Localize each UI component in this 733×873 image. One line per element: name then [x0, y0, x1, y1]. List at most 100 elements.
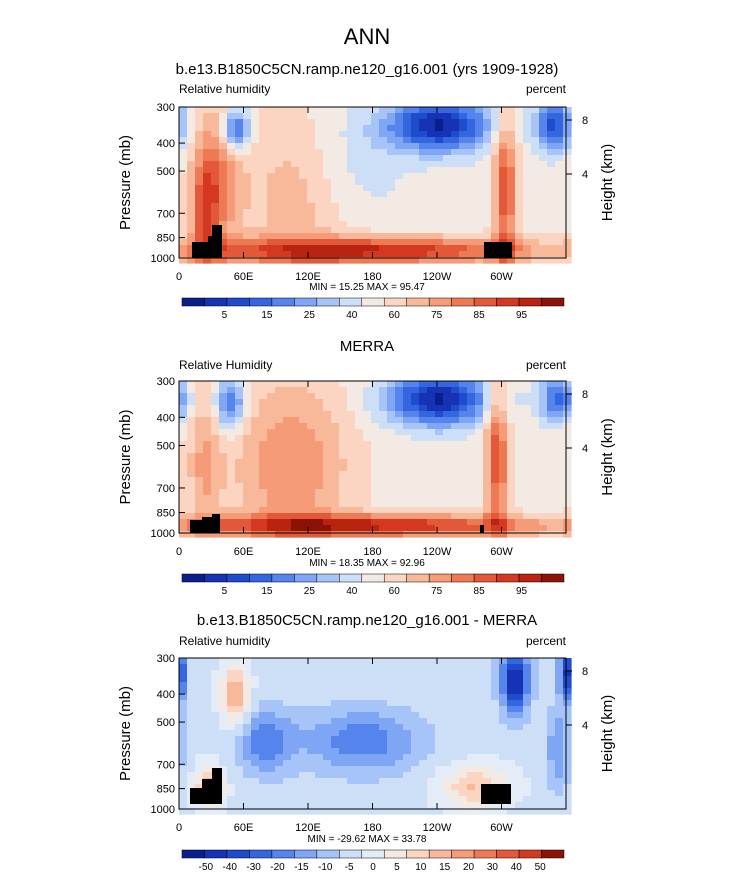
field-cell	[355, 766, 364, 773]
field-cell	[243, 700, 252, 707]
field-cell	[435, 778, 444, 785]
field-cell	[219, 227, 228, 234]
field-cell	[363, 658, 372, 665]
field-cell	[347, 471, 356, 478]
field-cell	[555, 694, 564, 701]
field-cell	[555, 233, 564, 240]
field-cell	[251, 393, 260, 400]
field-cell	[499, 161, 508, 168]
y-tick-label: 1000	[151, 804, 175, 816]
field-cell	[483, 471, 492, 478]
field-cell	[195, 209, 204, 216]
field-cell	[459, 221, 468, 228]
field-cell	[323, 245, 332, 252]
field-cell	[539, 688, 548, 695]
field-cell	[547, 221, 556, 228]
field-cell	[539, 742, 548, 749]
field-cell	[547, 465, 556, 472]
colorbar-swatch	[271, 849, 295, 859]
field-cell	[235, 531, 244, 538]
field-cell	[267, 477, 276, 484]
field-cell	[267, 465, 276, 472]
field-cell	[315, 712, 324, 719]
field-cell	[339, 399, 348, 406]
field-cell	[331, 125, 340, 132]
field-cell	[307, 718, 316, 725]
field-cell	[403, 453, 412, 460]
field-cell	[419, 405, 428, 412]
field-cell	[523, 197, 532, 204]
field-cell	[555, 712, 564, 719]
field-cell	[427, 221, 436, 228]
field-cell	[307, 131, 316, 138]
colorbar-swatch	[249, 849, 273, 859]
field-cell	[387, 682, 396, 689]
colorbar-swatch	[226, 849, 250, 859]
field-cell	[323, 453, 332, 460]
field-cell	[195, 435, 204, 442]
field-cell	[323, 417, 332, 424]
field-cell	[291, 459, 300, 466]
field-cell	[355, 167, 364, 174]
colorbar-swatch	[361, 297, 385, 307]
field-cell	[291, 802, 300, 809]
field-cell	[235, 471, 244, 478]
field-cell	[331, 203, 340, 210]
field-cell	[443, 808, 452, 815]
field-cell	[531, 742, 540, 749]
field-cell	[347, 766, 356, 773]
field-cell	[483, 387, 492, 394]
field-cell	[475, 405, 484, 412]
field-cell	[355, 417, 364, 424]
field-cell	[179, 441, 188, 448]
field-cell	[259, 417, 268, 424]
colorbar-swatch	[473, 849, 497, 859]
field-cell	[459, 670, 468, 677]
field-cell	[267, 143, 276, 150]
field-cell	[547, 670, 556, 677]
field-cell	[483, 435, 492, 442]
field-cell	[331, 736, 340, 743]
field-cell	[323, 119, 332, 126]
field-cell	[219, 802, 228, 809]
field-cell	[187, 245, 196, 252]
field-cell	[251, 531, 260, 538]
field-cell	[195, 477, 204, 484]
field-cell	[387, 525, 396, 532]
field-cell	[259, 239, 268, 246]
field-cell	[187, 161, 196, 168]
field-cell	[275, 423, 284, 430]
field-cell	[515, 185, 524, 192]
field-cell	[531, 483, 540, 490]
field-cell	[411, 411, 420, 418]
field-cell	[227, 772, 236, 779]
field-cell	[211, 423, 220, 430]
field-cell	[227, 125, 236, 132]
field-cell	[283, 173, 292, 180]
field-cell	[187, 221, 196, 228]
field-cell	[291, 730, 300, 737]
field-cell	[187, 453, 196, 460]
field-cell	[275, 227, 284, 234]
field-cell	[355, 191, 364, 198]
field-cell	[563, 742, 572, 749]
field-cell	[499, 185, 508, 192]
field-cell	[211, 143, 220, 150]
field-cell	[243, 167, 252, 174]
field-cell	[507, 766, 516, 773]
field-cell	[523, 227, 532, 234]
field-cell	[467, 802, 476, 809]
field-cell	[339, 688, 348, 695]
field-cell	[235, 453, 244, 460]
field-cell	[523, 495, 532, 502]
field-cell	[387, 730, 396, 737]
field-cell	[371, 143, 380, 150]
field-cell	[219, 495, 228, 502]
field-cell	[179, 796, 188, 803]
field-cell	[395, 233, 404, 240]
field-cell	[451, 658, 460, 665]
field-cell	[235, 423, 244, 430]
field-cell	[203, 676, 212, 683]
field-cell	[531, 417, 540, 424]
field-cell	[179, 760, 188, 767]
